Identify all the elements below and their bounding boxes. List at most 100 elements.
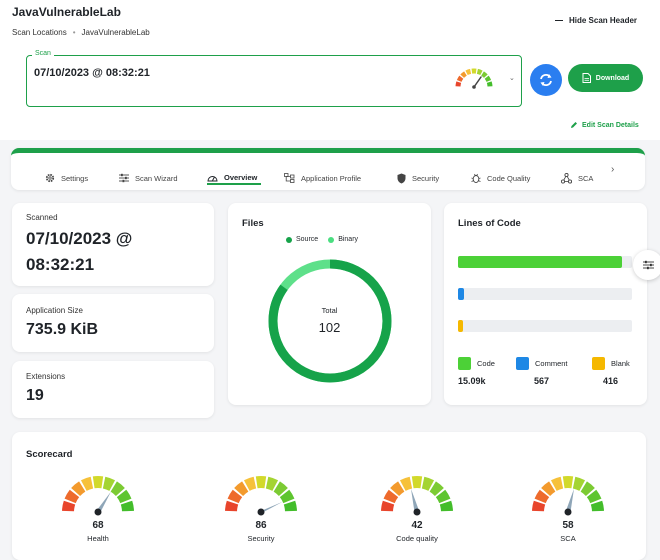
score-gauge-security[interactable]: 86 Security <box>201 470 321 543</box>
loc-bar-comment-fill <box>458 288 465 300</box>
application-size-label: Application Size <box>26 306 83 315</box>
gauge-icon <box>381 476 453 516</box>
pencil-icon <box>571 122 577 128</box>
score-label: SCA <box>560 534 576 543</box>
loc-legend-blank: Blank 416 <box>592 357 630 386</box>
score-value: 86 <box>255 520 267 531</box>
loc-code-value: 15.09k <box>458 376 486 386</box>
legend-source-label: Source <box>296 236 319 243</box>
sliders-icon <box>642 260 654 270</box>
loc-bar-code-fill <box>458 256 622 268</box>
tab-bar: Settings Scan Wizard Overview Applicatio… <box>11 148 645 190</box>
scan-select[interactable] <box>26 55 522 107</box>
legend-source-swatch <box>286 236 292 243</box>
breadcrumb-scan-locations[interactable]: Scan Locations <box>12 28 67 37</box>
breadcrumb-separator: • <box>72 28 76 37</box>
page-title: JavaVulnerableLab <box>12 5 121 19</box>
scanned-card: Scanned 07/10/2023 @ 08:32:21 <box>12 203 214 286</box>
extensions-card: Extensions 19 <box>12 361 214 418</box>
tab-scan-wizard-label: Scan Wizard <box>135 173 178 183</box>
tab-settings-label: Settings <box>61 173 89 183</box>
tab-sca-label: SCA <box>578 174 594 183</box>
tab-security-label: Security <box>412 174 440 183</box>
chevron-down-icon[interactable]: ⌄ <box>509 75 515 82</box>
score-label: Health <box>87 534 109 543</box>
application-size-card: Application Size 735.9 KiB <box>12 294 214 352</box>
files-legend: Source Binary <box>286 236 358 243</box>
sliders-icon <box>119 173 129 183</box>
bug-icon <box>471 173 481 183</box>
gear-icon <box>45 173 55 183</box>
tab-code-quality[interactable]: Code Quality <box>471 173 530 184</box>
score-gauge-sca[interactable]: 58 SCA <box>508 470 628 543</box>
scanned-label: Scanned <box>26 213 58 222</box>
tab-sca[interactable]: SCA <box>561 173 593 184</box>
donut-source-segment[interactable] <box>268 259 392 383</box>
loc-legend-comment: Comment 567 <box>516 357 568 386</box>
tab-application-profile-label: Application Profile <box>301 173 362 183</box>
scanned-value-date: 07/10/2023 @ <box>26 229 133 248</box>
tab-overview[interactable]: Overview <box>207 173 257 182</box>
scanned-value-time: 08:32:21 <box>26 255 95 274</box>
scan-select-label: Scan <box>32 50 54 57</box>
breadcrumb: Scan Locations • JavaVulnerableLab <box>12 28 150 37</box>
tab-overview-label: Overview <box>224 173 258 182</box>
files-donut-chart <box>268 259 392 383</box>
legend-source[interactable]: Source <box>286 236 318 243</box>
edit-scan-details-label: Edit Scan Details <box>582 121 639 129</box>
gauge-icon <box>62 476 134 516</box>
files-title: Files <box>242 218 264 229</box>
files-total-value: 102 <box>318 320 341 335</box>
loc-code-label: Code <box>477 359 495 368</box>
minus-icon <box>555 19 563 22</box>
gauge-icon <box>225 476 297 516</box>
score-gauge-health[interactable]: 68 Health <box>38 470 158 543</box>
loc-legend-code: Code 15.09k <box>458 357 495 386</box>
files-total-label: Total <box>321 306 338 315</box>
tab-scan-wizard[interactable]: Scan Wizard <box>119 173 178 183</box>
tab-application-profile[interactable]: Application Profile <box>284 173 361 183</box>
tab-code-quality-label: Code Quality <box>487 174 531 183</box>
extensions-label: Extensions <box>26 372 66 381</box>
active-tab-indicator <box>207 183 261 185</box>
hide-scan-header-label: Hide Scan Header <box>569 16 638 25</box>
scan-select-value: 07/10/2023 @ 08:32:21 <box>34 67 150 79</box>
loc-code-swatch <box>458 357 471 370</box>
loc-blank-value: 416 <box>603 376 619 386</box>
filter-settings-button[interactable] <box>633 250 660 280</box>
loc-bar-comment[interactable] <box>458 288 632 300</box>
loc-comment-label: Comment <box>535 359 568 368</box>
extensions-value: 19 <box>26 387 44 404</box>
tab-security[interactable]: Security <box>397 173 439 184</box>
score-label: Security <box>247 534 275 543</box>
gauge-icon <box>532 476 604 516</box>
application-size-value: 735.9 KiB <box>26 321 99 338</box>
hide-scan-header-button[interactable]: Hide Scan Header <box>555 16 637 25</box>
lines-of-code-card: Lines of Code Code 15.09k Comment 567 Bl… <box>444 203 647 405</box>
loc-comment-value: 567 <box>534 376 550 386</box>
chevron-right-icon[interactable]: › <box>611 164 615 175</box>
legend-binary-label: Binary <box>338 236 359 243</box>
score-value: 42 <box>411 520 423 531</box>
score-value: 58 <box>562 520 574 531</box>
score-label: Code quality <box>396 534 438 543</box>
score-value: 68 <box>92 520 104 531</box>
score-gauge-code-quality[interactable]: 42 Code quality <box>357 470 477 543</box>
document-icon <box>582 73 591 83</box>
breadcrumb-current: JavaVulnerableLab <box>81 28 150 37</box>
edit-scan-details-link[interactable]: Edit Scan Details <box>570 121 639 129</box>
scorecard-card: Scorecard 68 Health 86 Security 42 Code quali… <box>12 432 646 560</box>
shield-icon <box>397 173 406 184</box>
loc-comment-swatch <box>516 357 529 370</box>
loc-blank-label: Blank <box>611 359 630 368</box>
download-button[interactable]: Download <box>568 64 643 92</box>
legend-binary-swatch <box>328 236 335 243</box>
files-card: Files Source Binary Total 102 <box>228 203 431 405</box>
refresh-button[interactable] <box>530 64 562 96</box>
loc-bar-blank-fill <box>458 320 463 332</box>
legend-binary[interactable]: Binary <box>328 236 358 243</box>
loc-bar-code[interactable] <box>458 256 632 268</box>
scorecard-title: Scorecard <box>26 449 73 460</box>
tab-settings[interactable]: Settings <box>45 173 88 183</box>
loc-bar-blank[interactable] <box>458 320 632 332</box>
